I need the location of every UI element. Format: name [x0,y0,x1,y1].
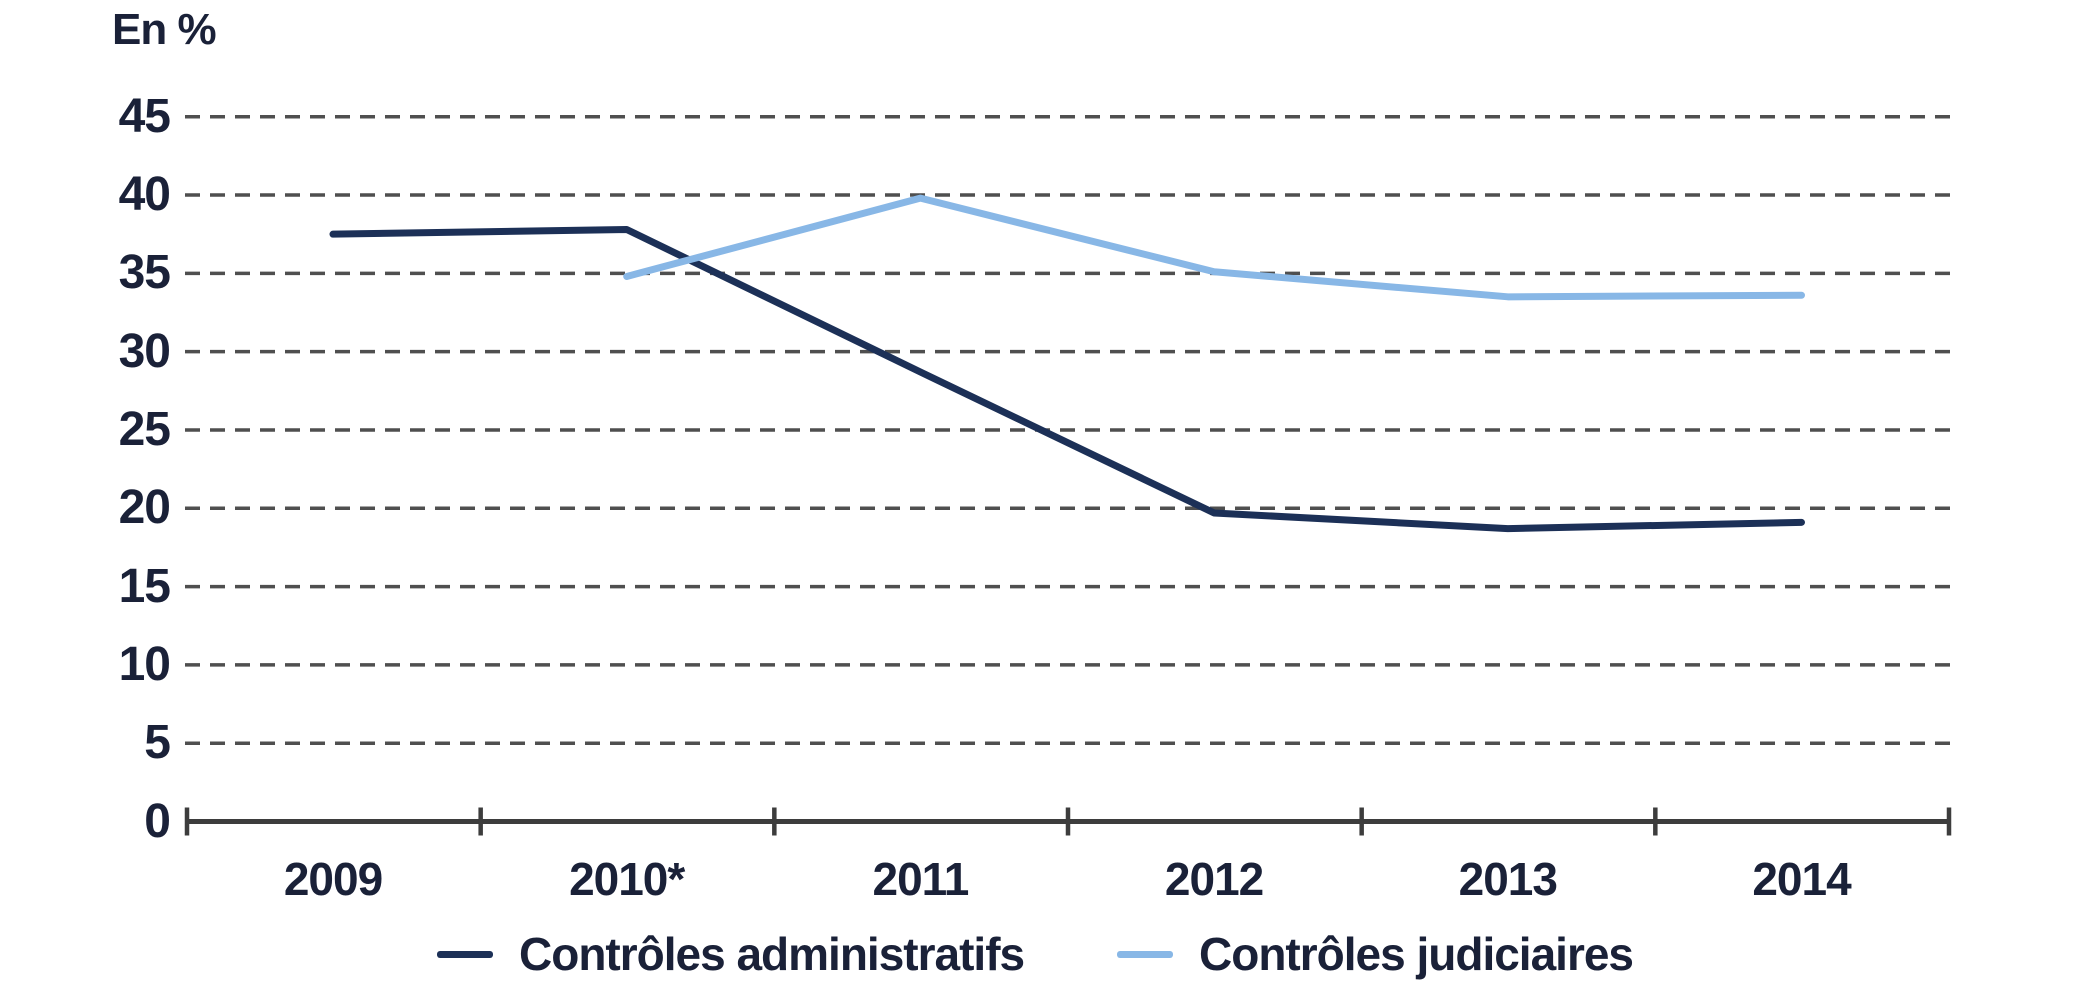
y-tick-label-45: 45 [118,89,171,143]
x-tick-label-2013: 2013 [1458,853,1558,905]
line-swatch-administratifs [437,950,493,958]
x-tick-label-2009: 2009 [283,853,383,905]
x-tick-label-2012: 2012 [1164,853,1264,905]
legend: Contrôles administratifs Contrôles judic… [0,926,2078,988]
y-tick-label-25: 25 [118,402,171,456]
y-tick-label-0: 0 [144,794,171,848]
legend-item-controles-judiciaires: Contrôles judiciaires [1117,926,1634,982]
legend-label-administratifs: Contrôles administratifs [519,928,1025,980]
y-tick-label-5: 5 [144,716,171,770]
series-line-administratifs [329,225,1805,533]
y-tick-label-15: 15 [118,559,171,613]
legend-label-judiciaires: Contrôles judiciaires [1199,928,1634,980]
x-tick-label-2010: 2010* [569,853,685,905]
line-swatch-judiciaires [1117,950,1173,958]
y-tick-label-20: 20 [118,481,171,535]
y-tick-label-30: 30 [118,324,171,378]
y-tick-label-35: 35 [118,246,171,300]
y-tick-label-10: 10 [118,637,171,691]
series-line-judiciaires [623,194,1805,301]
y-axis-unit-label: En % [112,5,217,54]
legend-item-controles-administratifs: Contrôles administratifs [437,926,1025,982]
x-tick-label-2014: 2014 [1752,853,1851,905]
y-tick-label-40: 40 [118,168,171,222]
x-tick-label-2011: 2011 [872,853,969,905]
